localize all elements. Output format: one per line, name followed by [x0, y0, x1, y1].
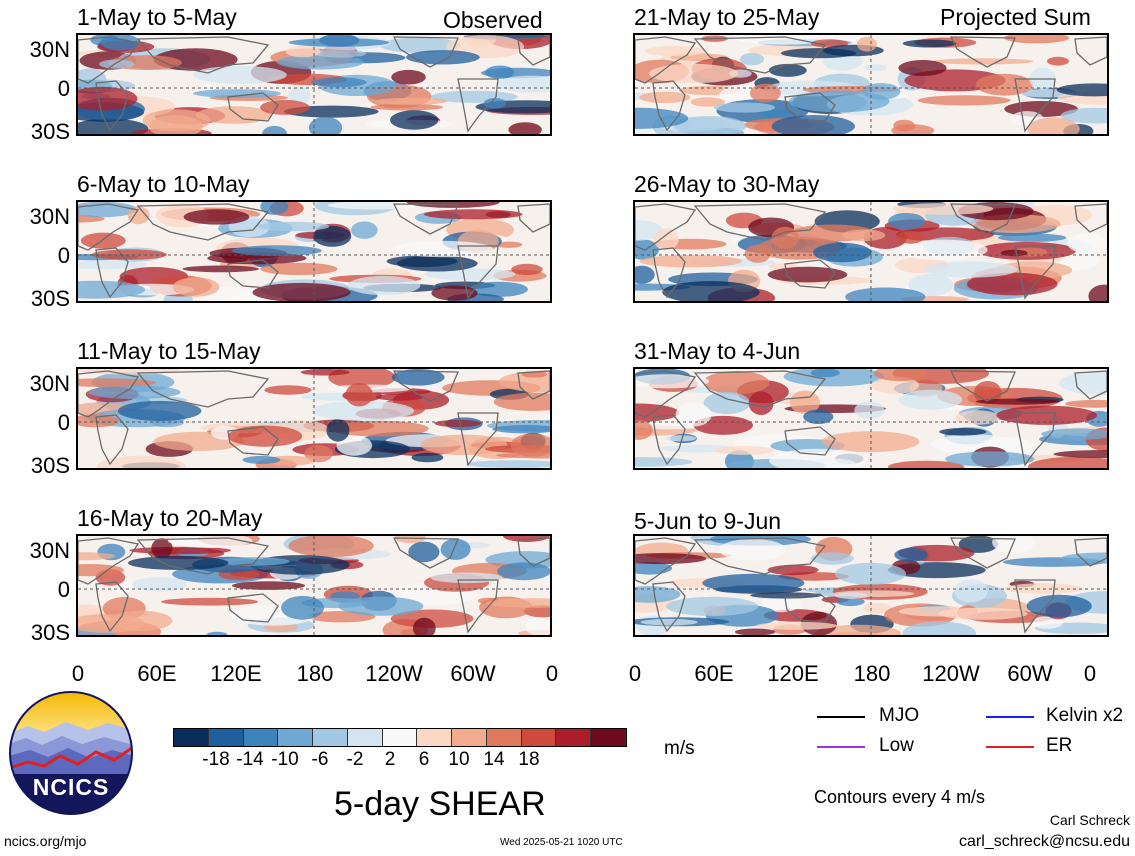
colorbar-segment: [452, 729, 487, 746]
legend-label-er: ER: [1046, 735, 1073, 756]
lat-label-30n: 30N: [29, 204, 70, 229]
lat-label-30s: 30S: [30, 453, 70, 478]
panel-title: 6-May to 10-May: [77, 171, 250, 197]
ncics-logo: NCICS: [8, 690, 134, 816]
shear-field: [635, 536, 1107, 635]
lat-label-eq: 0: [57, 410, 70, 435]
colorbar-units: m/s: [664, 738, 695, 759]
map-panel: [633, 367, 1109, 470]
shear-field: [635, 35, 1107, 134]
colorbar-segment: [591, 729, 626, 746]
colorbar-segment: [382, 729, 418, 746]
footer-timestamp: Wed 2025-05-21 1020 UTC: [500, 837, 623, 848]
colorbar-label: 14: [483, 749, 505, 770]
legend-line-low: [817, 746, 865, 748]
legend-label-mjo: MJO: [879, 705, 920, 726]
lon-label: 0: [1083, 661, 1097, 686]
colorbar-label: -2: [346, 749, 364, 770]
colorbar-segment: [208, 729, 244, 746]
shear-field: [78, 369, 550, 468]
colorbar-label: 6: [418, 749, 430, 770]
logo-text: NCICS: [32, 774, 110, 800]
panel-title: 31-May to 4-Jun: [634, 338, 801, 364]
lon-label: 0: [71, 661, 85, 686]
lon-label: 180: [853, 661, 891, 686]
colorbar-segment: [556, 729, 592, 746]
colorbar-label: -14: [236, 749, 264, 770]
shear-field: [78, 202, 550, 301]
lon-label: 180: [296, 661, 334, 686]
colorbar-label: -10: [271, 749, 299, 770]
colorbar-segment: [278, 729, 314, 746]
legend-label-kelvin: Kelvin x2: [1046, 705, 1124, 726]
legend-line-er: [986, 746, 1034, 748]
colorbar-label: -6: [311, 749, 329, 770]
lat-label-30n: 30N: [29, 538, 70, 563]
colorbar-segment: [486, 729, 522, 746]
lat-label-30s: 30S: [30, 119, 70, 144]
colorbar-segment: [347, 729, 383, 746]
footer-author: Carl Schreck: [1049, 812, 1130, 828]
lat-label-30s: 30S: [30, 620, 70, 645]
shear-field: [635, 369, 1107, 468]
lon-label: 60E: [694, 661, 734, 686]
lat-label-eq: 0: [57, 76, 70, 101]
panel-title: 21-May to 25-May: [634, 4, 820, 30]
observed-header: Observed: [443, 7, 543, 33]
lat-label-eq: 0: [57, 577, 70, 602]
shear-field: [635, 202, 1107, 301]
colorbar-segment: [313, 729, 348, 746]
shear-field: [78, 536, 550, 635]
colorbar-label: -18: [202, 749, 230, 770]
lat-label-30n: 30N: [29, 37, 70, 62]
panel-title: 26-May to 30-May: [634, 171, 820, 197]
colorbar-label: 10: [448, 749, 470, 770]
lon-label: 60W: [450, 661, 496, 686]
map-panel: [633, 200, 1109, 303]
map-panel: [76, 367, 552, 470]
colorbar: [173, 728, 627, 747]
lat-label-30s: 30S: [30, 286, 70, 311]
lon-label: 120E: [210, 661, 262, 686]
main-title: 5-day SHEAR: [334, 785, 546, 823]
map-panel: [633, 534, 1109, 637]
colorbar-segment: [521, 729, 557, 746]
shear-field: [78, 35, 550, 134]
panel-title: 5-Jun to 9-Jun: [634, 508, 782, 534]
lon-label: 120W: [922, 661, 980, 686]
contours-note: Contours every 4 m/s: [814, 787, 986, 807]
colorbar-segment: [243, 729, 279, 746]
colorbar-label: 2: [384, 749, 396, 770]
lon-label: 60E: [137, 661, 177, 686]
lon-label: 120E: [767, 661, 819, 686]
colorbar-label: 18: [518, 749, 540, 770]
map-panel: [633, 33, 1109, 136]
legend-line-kelvin: [986, 716, 1034, 718]
footer-url[interactable]: ncics.org/mjo: [4, 833, 87, 849]
lon-label: 0: [545, 661, 559, 686]
panel-title: 11-May to 15-May: [77, 338, 261, 364]
panel-title: 1-May to 5-May: [77, 4, 237, 30]
lon-label: 0: [628, 661, 642, 686]
colorbar-segment: [174, 729, 209, 746]
projected-header: Projected Sum: [940, 4, 1091, 30]
legend-line-mjo: [817, 716, 865, 718]
footer-email[interactable]: carl_schreck@ncsu.edu: [959, 833, 1130, 850]
lat-label-30n: 30N: [29, 371, 70, 396]
panel-title: 16-May to 20-May: [77, 505, 263, 531]
map-panel: [76, 200, 552, 303]
legend-label-low: Low: [879, 735, 914, 756]
map-panel: [76, 33, 552, 136]
lon-label: 60W: [1007, 661, 1053, 686]
colorbar-segment: [417, 729, 453, 746]
lat-label-eq: 0: [57, 243, 70, 268]
map-panel: [76, 534, 552, 637]
lon-label: 120W: [365, 661, 423, 686]
